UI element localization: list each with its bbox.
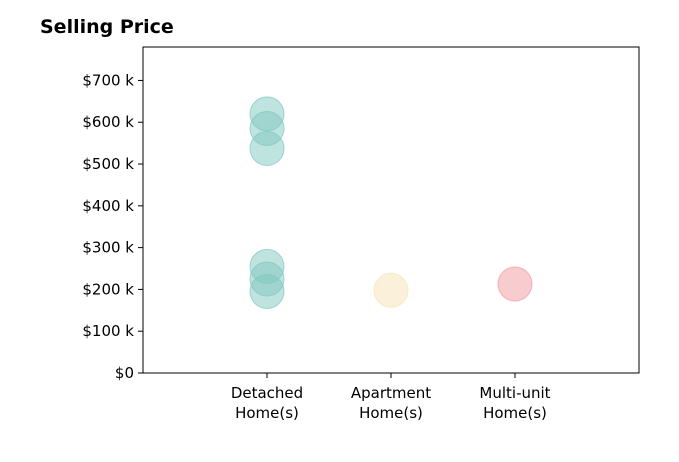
x-axis: Detached Home(s) Apartment Home(s) Multi-uni… bbox=[231, 373, 551, 422]
data-point bbox=[373, 272, 409, 308]
y-tick-label: $100 k bbox=[82, 322, 134, 340]
data-point bbox=[497, 266, 533, 302]
y-axis: $0 $100 k $200 k $300 k $400 k $500 k $600 k $7… bbox=[82, 71, 143, 382]
x-tick-label: Apartment Home(s) bbox=[351, 384, 431, 422]
data-point bbox=[249, 131, 285, 167]
y-tick-label: $400 k bbox=[82, 197, 134, 215]
y-tick-label: $700 k bbox=[82, 71, 134, 89]
data-points bbox=[249, 96, 533, 309]
y-tick-label: $200 k bbox=[82, 280, 134, 298]
data-point bbox=[249, 274, 285, 309]
y-tick-label: $600 k bbox=[82, 113, 134, 131]
y-tick-label: $500 k bbox=[82, 155, 134, 173]
x-tick-label: Multi-unit Home(s) bbox=[479, 384, 550, 422]
chart-title: Selling Price bbox=[40, 16, 174, 38]
y-tick-label: $0 bbox=[115, 364, 134, 382]
plot-frame bbox=[142, 46, 640, 374]
y-tick-label: $300 k bbox=[82, 239, 134, 257]
x-tick-label: Detached Home(s) bbox=[231, 384, 303, 422]
